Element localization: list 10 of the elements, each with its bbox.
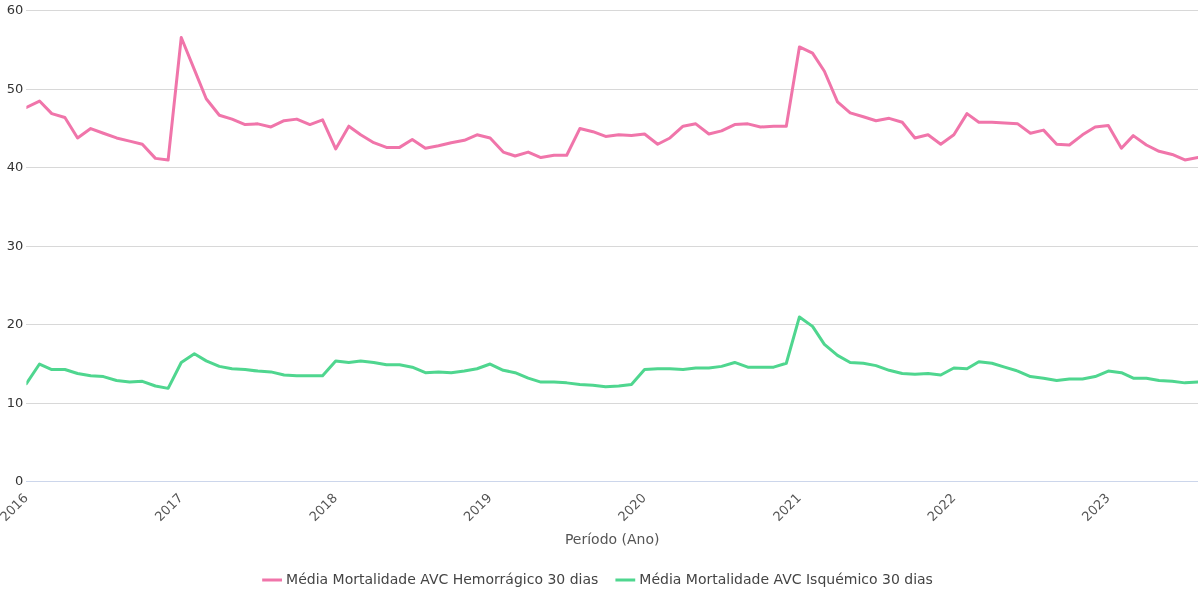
legend-label: Média Mortalidade AVC Hemorrágico 30 dias — [286, 570, 599, 587]
y-tick-label: 30 — [6, 237, 24, 253]
y-tick-label: 0 — [15, 473, 24, 489]
y-tick-label: 50 — [6, 80, 24, 96]
y-tick-label: 10 — [6, 394, 24, 410]
x-axis-title: Período (Ano) — [564, 531, 660, 548]
y-tick-label: 40 — [6, 159, 24, 175]
y-tick-label: 60 — [6, 2, 24, 18]
y-tick-label: 20 — [6, 316, 24, 332]
legend-label: Média Mortalidade AVC Isquémico 30 dias — [639, 570, 933, 587]
